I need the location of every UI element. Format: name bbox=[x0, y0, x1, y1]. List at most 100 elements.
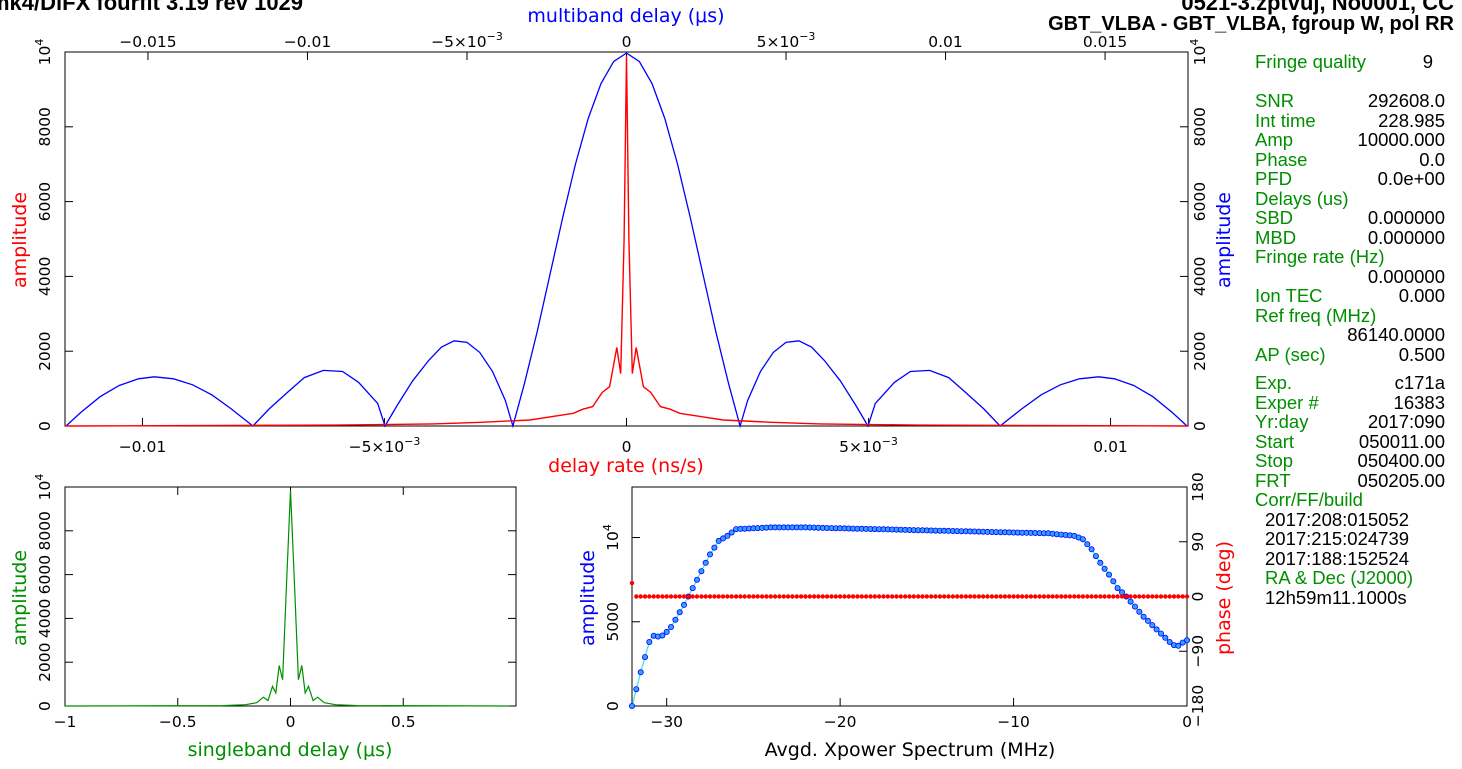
xpower-phase-point bbox=[1180, 594, 1185, 599]
xpower-amplitude-point bbox=[1145, 617, 1152, 624]
xpower-phase-point bbox=[855, 594, 860, 599]
xpower-phase-point bbox=[755, 594, 760, 599]
singleband-line bbox=[64, 490, 510, 707]
stat-row: Phase 0.0 bbox=[1255, 148, 1445, 170]
xpower-x-tick-label: −10 bbox=[997, 713, 1030, 731]
fringe-quality-label: Fringe quality bbox=[1255, 51, 1367, 72]
xpower-x-tick-label: −20 bbox=[824, 713, 857, 731]
xpower-amplitude-point bbox=[681, 601, 688, 608]
xpower-phase-point bbox=[746, 594, 752, 599]
xpower-phase-point bbox=[824, 594, 830, 599]
stat-label: Amp bbox=[1255, 129, 1294, 150]
ap-value: 0.500 bbox=[1398, 343, 1445, 365]
right-axis-tick-label: 4000 bbox=[1191, 257, 1209, 296]
singleband-y-tick-label: 104 bbox=[33, 474, 54, 501]
fringe-quality-row: Fringe quality 9 bbox=[1255, 52, 1445, 72]
corr-line: 2017:188:152524 bbox=[1265, 547, 1410, 569]
xpower-phase-point bbox=[829, 594, 834, 599]
xpower-phase-point bbox=[924, 594, 929, 599]
xpower-amplitude-point bbox=[1106, 571, 1113, 578]
xpower-phase-point bbox=[681, 594, 687, 599]
top-axis-tick-label: 0 bbox=[622, 33, 632, 51]
right-axis-label: amplitude bbox=[1213, 192, 1235, 288]
xpower-amplitude-point bbox=[1092, 553, 1099, 560]
exp-value: 050205.00 bbox=[1357, 469, 1445, 491]
xpower-phase-point bbox=[729, 594, 734, 599]
xpower-phase-point bbox=[664, 594, 669, 599]
xpower-phase-point bbox=[916, 594, 921, 599]
ref-freq-label: Ref freq (MHz) bbox=[1255, 304, 1377, 326]
xpower-phase-point bbox=[1007, 594, 1012, 599]
xpower-amplitude-point bbox=[1088, 546, 1095, 553]
xpower-phase-point bbox=[868, 594, 873, 599]
stat-value: 228.985 bbox=[1378, 109, 1445, 131]
xpower-amplitude-point bbox=[668, 624, 675, 631]
singleband-y-tick-label: 2000 bbox=[36, 642, 54, 681]
xpower-amplitude-point bbox=[1127, 598, 1134, 605]
stat-value: 0.0 bbox=[1419, 148, 1445, 170]
xpower-phase-point bbox=[959, 594, 964, 599]
xpower-phase-tick-label: 90 bbox=[1189, 532, 1207, 552]
exp-label: Start bbox=[1255, 430, 1295, 452]
xpower-phase-point bbox=[772, 594, 778, 599]
exp-row: FRT 050205.00 bbox=[1255, 469, 1445, 491]
xpower-phase-point bbox=[1102, 594, 1107, 599]
xpower-phase-point bbox=[920, 594, 925, 599]
xpower-phase-point bbox=[668, 594, 674, 599]
xpower-phase-point bbox=[1093, 594, 1099, 599]
xpower-phase-point bbox=[690, 594, 695, 599]
ref-freq-value: 86140.0000 bbox=[1347, 324, 1445, 345]
xpower-phase-point bbox=[660, 594, 665, 599]
xpower-amplitude-point bbox=[1153, 626, 1160, 633]
xpower-phase-point bbox=[894, 594, 899, 599]
xpower-amplitude-point bbox=[1079, 536, 1086, 543]
left-axis-label: amplitude bbox=[9, 192, 31, 288]
xpower-amplitude-point bbox=[1119, 589, 1126, 596]
stats-rows: SNR 292608.0 Int time 228.985 Amp 10000.000 Ph… bbox=[1255, 91, 1445, 189]
xpower-phase-point bbox=[759, 594, 765, 599]
xpower-phase-point bbox=[655, 594, 661, 599]
xpower-phase-point bbox=[963, 594, 969, 599]
xpower-phase-point bbox=[785, 594, 791, 599]
xpower-phase-point bbox=[968, 594, 973, 599]
singleband-y-tick-label: 0 bbox=[36, 701, 54, 711]
xpower-phase-point bbox=[725, 594, 730, 599]
experiment-rows: Exp. c171a Exper #16383 Yr:day 2017:090 Start… bbox=[1255, 373, 1445, 490]
xpower-amplitude-point bbox=[676, 609, 683, 616]
singleband-x-tick-label: −1 bbox=[54, 713, 77, 731]
xpower-phase-point bbox=[1033, 594, 1038, 599]
radec-value: 12h59m11.1000s bbox=[1265, 586, 1407, 608]
xpower-amplitude-point bbox=[698, 568, 705, 575]
xpower-phase-point bbox=[1163, 594, 1168, 599]
xpower-phase-point bbox=[872, 594, 877, 599]
xpower-amplitude-point bbox=[728, 529, 735, 536]
xpower-phase-point bbox=[937, 594, 943, 599]
xpower-amplitude-point bbox=[1140, 613, 1147, 620]
delay-rows: SBD 0.000000 MBD 0.000000 bbox=[1255, 208, 1445, 247]
xpower-phase-point bbox=[929, 594, 934, 599]
xpower-phase-point bbox=[716, 594, 721, 599]
xpower-phase-point bbox=[712, 594, 717, 599]
exp-row: Exper # 16383 bbox=[1255, 392, 1445, 413]
xpower-amplitude-point bbox=[1149, 622, 1156, 629]
right-axis-tick-label: 2000 bbox=[1191, 331, 1209, 370]
xpower-phase-tick-label: −90 bbox=[1189, 635, 1207, 668]
xpower-amplitude-point bbox=[1110, 578, 1117, 585]
ion-tec-label: Ion TEC bbox=[1255, 285, 1323, 306]
xpower-phase-point bbox=[742, 594, 747, 599]
xpower-phase-tick-label: 0 bbox=[1189, 592, 1207, 602]
xpower-phase-point bbox=[1141, 594, 1146, 599]
delay-value: 0.000000 bbox=[1367, 207, 1445, 228]
xpower-phase-point bbox=[881, 594, 886, 599]
xpower-phase-point bbox=[686, 594, 691, 599]
singleband-y-label: amplitude bbox=[9, 550, 31, 646]
top-axis-tick-label: 0.015 bbox=[1083, 33, 1127, 51]
xpower-phase-point bbox=[846, 594, 851, 599]
xpower-phase-point bbox=[933, 594, 938, 599]
fringe-quality-value: 9 bbox=[1422, 51, 1433, 72]
singleband-x-label: singleband delay (μs) bbox=[188, 739, 393, 761]
xpower-phase-point bbox=[1046, 594, 1051, 599]
xpower-phase-point bbox=[1072, 594, 1077, 599]
xpower-phase-point bbox=[1015, 594, 1021, 599]
xpower-phase-point bbox=[859, 594, 864, 599]
